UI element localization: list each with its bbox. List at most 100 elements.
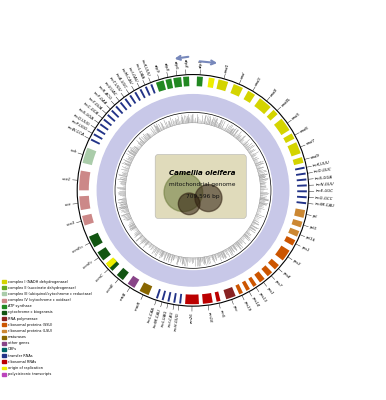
Wedge shape xyxy=(248,277,257,287)
Wedge shape xyxy=(83,148,96,165)
Circle shape xyxy=(97,95,289,286)
Wedge shape xyxy=(196,76,203,86)
Wedge shape xyxy=(217,79,228,91)
Text: atp9: atp9 xyxy=(153,64,159,74)
Text: trnL-UAG: trnL-UAG xyxy=(161,309,168,327)
Text: mitochondrial genome: mitochondrial genome xyxy=(169,182,236,187)
Text: rpo: rpo xyxy=(232,305,238,312)
Text: atp4: atp4 xyxy=(183,59,188,68)
Wedge shape xyxy=(162,290,166,300)
Bar xyxy=(2,323,6,326)
Text: atp6: atp6 xyxy=(173,60,178,70)
Text: trnI-CAU: trnI-CAU xyxy=(168,311,175,328)
Text: trnE-UUC: trnE-UUC xyxy=(315,190,334,194)
Text: rrn5: rrn5 xyxy=(218,309,224,318)
Text: trnP-UGG: trnP-UGG xyxy=(70,120,88,132)
Circle shape xyxy=(195,184,222,212)
Bar xyxy=(2,348,6,351)
Wedge shape xyxy=(79,196,90,210)
Wedge shape xyxy=(117,268,129,280)
Text: mttB: mttB xyxy=(120,292,128,302)
Wedge shape xyxy=(202,293,213,304)
Text: cytochrome c biogenesis: cytochrome c biogenesis xyxy=(8,310,53,314)
Wedge shape xyxy=(106,257,117,268)
Text: rps1: rps1 xyxy=(301,245,310,253)
Wedge shape xyxy=(215,292,220,302)
Wedge shape xyxy=(145,86,151,96)
Text: trnT-UGU: trnT-UGU xyxy=(108,77,122,93)
Wedge shape xyxy=(208,78,215,88)
Text: trnK-UUU: trnK-UUU xyxy=(313,160,331,168)
Text: rrn26: rrn26 xyxy=(190,313,194,324)
Wedge shape xyxy=(82,214,94,226)
Text: RNA polymerase: RNA polymerase xyxy=(8,316,37,320)
Text: nad6: nad6 xyxy=(300,126,310,134)
Text: rps1: rps1 xyxy=(266,286,274,296)
Wedge shape xyxy=(173,77,182,88)
Wedge shape xyxy=(96,128,106,135)
Wedge shape xyxy=(295,167,305,170)
Wedge shape xyxy=(296,201,306,204)
Wedge shape xyxy=(254,98,271,114)
Text: cox: cox xyxy=(64,202,72,207)
Text: trnV-UAC: trnV-UAC xyxy=(103,81,117,97)
Wedge shape xyxy=(268,259,279,270)
Wedge shape xyxy=(107,259,119,271)
Text: ccmFn: ccmFn xyxy=(72,244,85,254)
Text: ATP synthase: ATP synthase xyxy=(8,304,32,308)
Text: nad4: nad4 xyxy=(269,87,279,97)
Wedge shape xyxy=(128,276,139,288)
Text: ribosomal proteins (SSU): ribosomal proteins (SSU) xyxy=(8,323,52,327)
Bar xyxy=(2,305,6,308)
Wedge shape xyxy=(284,236,295,246)
Text: trnL-UAA: trnL-UAA xyxy=(134,63,144,80)
Text: trnS-UGA: trnS-UGA xyxy=(78,107,95,121)
Wedge shape xyxy=(107,114,115,122)
Wedge shape xyxy=(168,292,171,302)
Wedge shape xyxy=(297,184,307,187)
Text: nad7: nad7 xyxy=(306,139,317,146)
Wedge shape xyxy=(261,265,272,276)
Text: complex II (succinate dehydrogenase): complex II (succinate dehydrogenase) xyxy=(8,286,76,290)
Text: nad: nad xyxy=(240,70,247,79)
Bar xyxy=(2,373,6,376)
Text: trnK-UUU: trnK-UUU xyxy=(140,59,150,77)
Wedge shape xyxy=(275,246,290,260)
Text: cox3: cox3 xyxy=(66,221,76,228)
Text: rps7: rps7 xyxy=(274,279,283,288)
Text: rpl5: rpl5 xyxy=(309,225,318,231)
Wedge shape xyxy=(91,139,100,145)
FancyBboxPatch shape xyxy=(155,154,246,218)
Text: cob: cob xyxy=(69,148,77,154)
Text: transfer RNAs: transfer RNAs xyxy=(8,354,33,358)
Wedge shape xyxy=(254,271,265,282)
Wedge shape xyxy=(150,84,156,94)
Wedge shape xyxy=(156,80,166,92)
Wedge shape xyxy=(274,119,290,135)
Text: trnA-UGC: trnA-UGC xyxy=(114,72,127,90)
Bar xyxy=(2,336,6,338)
Text: ccmFc: ccmFc xyxy=(82,260,95,270)
Text: atp8: atp8 xyxy=(163,62,168,71)
Text: trnL-CAA: trnL-CAA xyxy=(147,306,156,323)
Text: matR: matR xyxy=(134,300,142,311)
Wedge shape xyxy=(140,89,146,98)
Text: trnH-GUG: trnH-GUG xyxy=(174,312,180,331)
Text: ccmC: ccmC xyxy=(94,272,105,282)
Wedge shape xyxy=(244,91,255,103)
Wedge shape xyxy=(288,142,301,156)
Text: maturases: maturases xyxy=(8,335,27,339)
Wedge shape xyxy=(293,157,303,165)
Text: polycistronic transcripts: polycistronic transcripts xyxy=(8,372,51,376)
Wedge shape xyxy=(140,282,152,295)
Bar xyxy=(2,292,6,295)
Wedge shape xyxy=(134,92,141,101)
Wedge shape xyxy=(124,98,132,107)
Text: ccmB: ccmB xyxy=(106,283,116,294)
Wedge shape xyxy=(111,110,119,118)
Wedge shape xyxy=(120,102,127,110)
Text: nad4L: nad4L xyxy=(280,96,292,108)
Wedge shape xyxy=(166,78,173,89)
Text: ribosomal proteins (LSU): ribosomal proteins (LSU) xyxy=(8,329,52,333)
Text: Camellia oleifera: Camellia oleifera xyxy=(169,170,236,176)
